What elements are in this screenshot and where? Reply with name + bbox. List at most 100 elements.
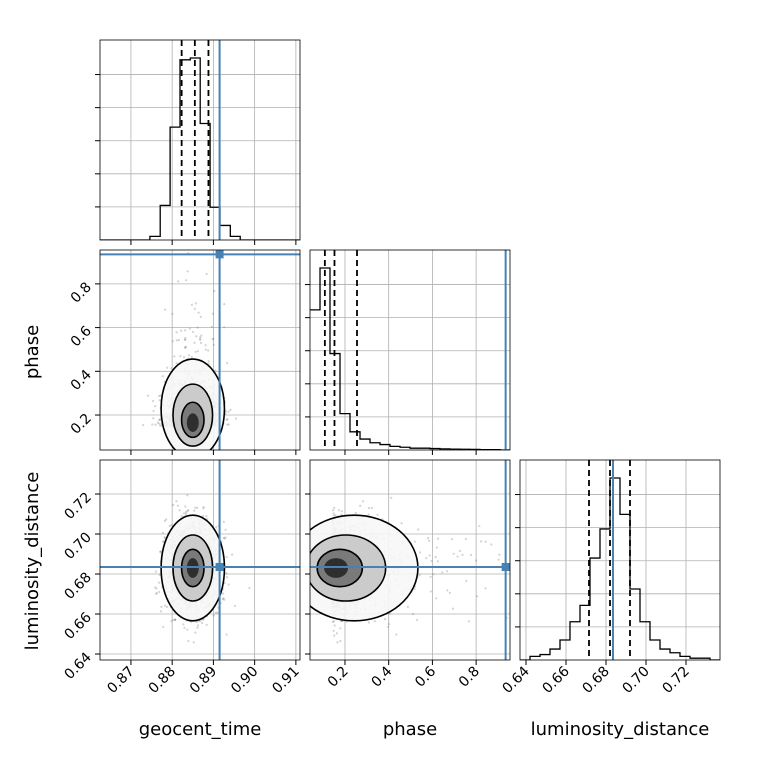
scatter-point	[212, 343, 215, 346]
scatter-point	[223, 537, 226, 540]
scatter-point	[216, 611, 219, 614]
scatter-point	[183, 329, 187, 332]
scatter-point	[165, 605, 169, 608]
scatter-point	[223, 598, 226, 601]
scatter-point	[183, 338, 187, 341]
scatter-point	[170, 367, 173, 370]
scatter-point	[248, 586, 251, 590]
scatter-point	[475, 559, 478, 562]
scatter-point	[215, 526, 218, 529]
scatter-point	[464, 537, 468, 541]
scatter-point	[205, 514, 208, 518]
scatter-point	[173, 618, 177, 622]
scatter-point	[430, 559, 433, 563]
scatter-point	[156, 421, 160, 424]
scatter-point	[161, 531, 165, 534]
scatter-point	[222, 592, 225, 595]
scatter-point	[158, 422, 161, 425]
scatter-point	[417, 528, 420, 531]
scatter-point	[175, 362, 178, 365]
scatter-point	[469, 553, 473, 557]
panel-content	[100, 40, 300, 240]
scatter-point	[331, 620, 335, 624]
scatter-point	[199, 620, 202, 623]
scatter-point	[332, 629, 335, 632]
scatter-point	[142, 423, 145, 427]
scatter-point	[425, 557, 428, 560]
x-axis-label-geocent-time: geocent_time	[139, 719, 262, 740]
scatter-point	[373, 620, 376, 623]
scatter-point	[194, 350, 197, 354]
scatter-point	[159, 550, 163, 553]
scatter-point	[177, 338, 180, 342]
scatter-point	[199, 341, 203, 344]
scatter-point	[429, 590, 432, 593]
scatter-point	[204, 348, 207, 351]
scatter-point	[153, 586, 157, 589]
scatter-point	[367, 513, 370, 516]
scatter-point	[174, 618, 177, 621]
scatter-point	[224, 536, 227, 539]
scatter-point	[160, 605, 163, 608]
scatter-point	[154, 405, 157, 408]
scatter-point	[204, 344, 207, 347]
scatter-point	[158, 418, 161, 422]
scatter-point	[413, 588, 416, 591]
scatter-point	[163, 537, 167, 540]
scatter-point	[367, 621, 370, 624]
scatter-point	[234, 417, 238, 420]
scatter-point	[170, 524, 173, 527]
scatter-point	[211, 337, 214, 341]
scatter-point	[196, 350, 200, 353]
scatter-point	[222, 597, 225, 600]
scatter-point	[233, 604, 236, 608]
scatter-point	[210, 325, 214, 329]
scatter-point	[436, 537, 440, 540]
scatter-point	[224, 528, 227, 531]
scatter-point	[339, 627, 342, 630]
scatter-point	[194, 631, 197, 634]
x-axis-label-luminosity-distance: luminosity_distance	[531, 719, 710, 740]
scatter-point	[193, 509, 196, 512]
scatter-point	[171, 312, 174, 316]
scatter-point	[231, 553, 234, 556]
scatter-point	[333, 634, 336, 637]
truth-marker	[215, 563, 224, 571]
scatter-point	[173, 355, 176, 358]
scatter-point	[177, 280, 180, 283]
scatter-point	[229, 408, 232, 412]
scatter-point	[186, 628, 189, 631]
scatter-point	[161, 375, 164, 378]
panel-phase-vs-luminosity_distance	[305, 459, 511, 665]
x-axis-label-phase: phase	[383, 719, 437, 740]
scatter-point	[418, 574, 421, 577]
scatter-point	[193, 341, 196, 344]
scatter-point	[165, 518, 168, 521]
hist-step-line	[310, 267, 510, 450]
scatter-point	[223, 326, 226, 329]
scatter-point	[334, 514, 337, 517]
scatter-point	[387, 622, 391, 626]
scatter-point	[163, 536, 166, 539]
panel-content	[310, 460, 510, 660]
scatter-point	[170, 620, 173, 623]
scatter-point	[227, 423, 230, 426]
scatter-point	[186, 494, 189, 497]
scatter-point	[168, 524, 171, 528]
scatter-point	[172, 504, 175, 507]
hist-step-line	[100, 57, 300, 240]
scatter-point	[187, 639, 190, 643]
scatter-point	[207, 360, 210, 363]
scatter-point	[411, 613, 415, 616]
scatter-point	[467, 620, 471, 623]
scatter-point	[498, 553, 501, 556]
panel-content	[100, 250, 300, 450]
scatter-point	[201, 622, 204, 625]
scatter-point	[175, 331, 178, 334]
scatter-point	[152, 417, 155, 420]
scatter-point	[186, 510, 189, 513]
panel-phase-hist	[305, 249, 511, 455]
scatter-point	[176, 504, 180, 507]
scatter-point	[212, 614, 215, 617]
